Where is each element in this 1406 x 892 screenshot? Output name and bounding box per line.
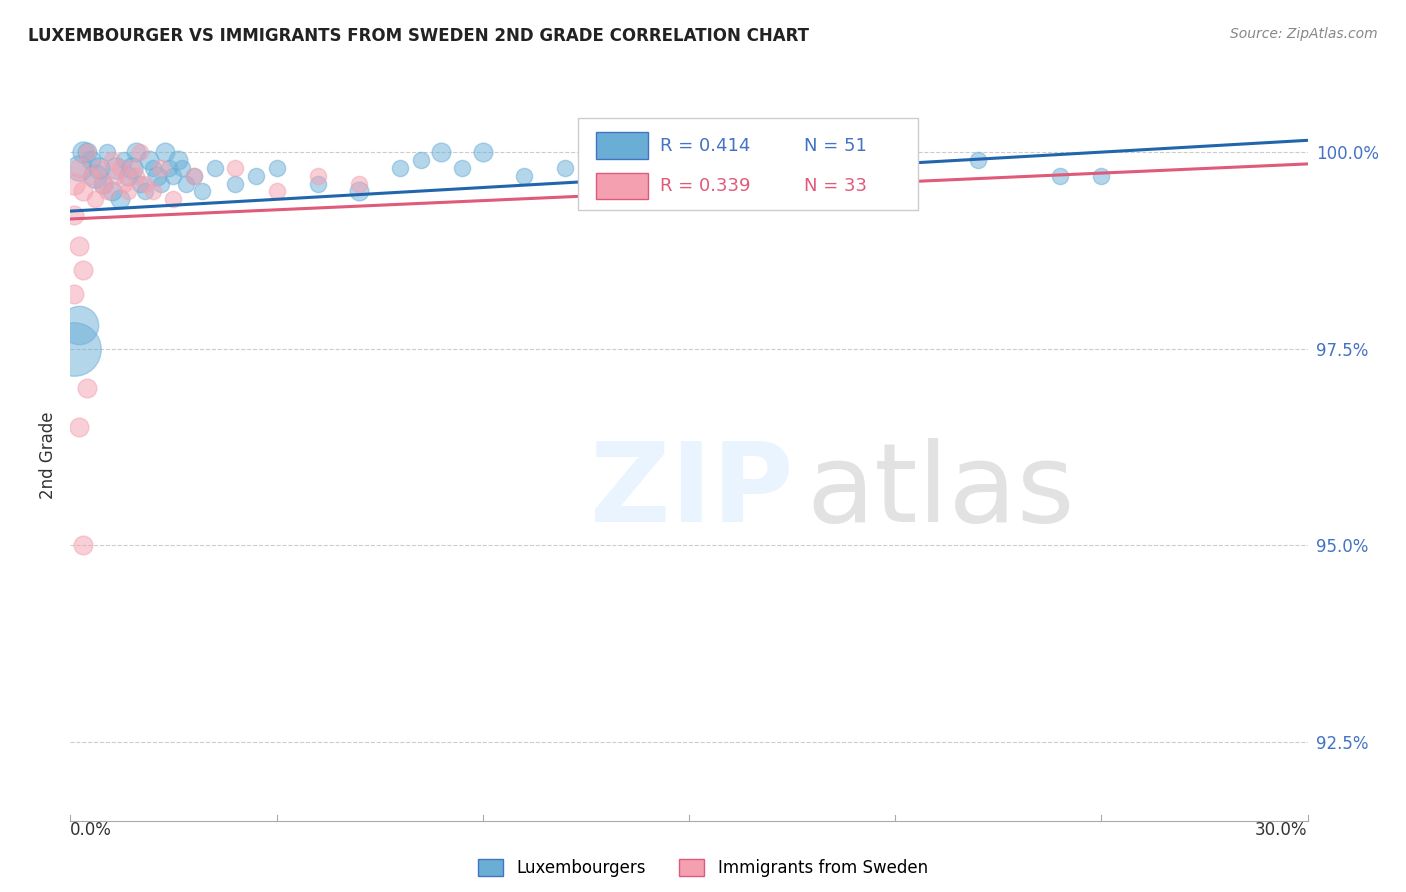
Text: N = 51: N = 51 <box>804 136 868 154</box>
Text: Source: ZipAtlas.com: Source: ZipAtlas.com <box>1230 27 1378 41</box>
Point <box>266 185 288 199</box>
Text: R = 0.414: R = 0.414 <box>661 136 751 154</box>
Point <box>224 177 246 191</box>
Point <box>63 208 86 222</box>
Point <box>142 161 165 175</box>
Point <box>150 161 173 175</box>
Point <box>183 169 205 183</box>
Point <box>1090 169 1112 183</box>
Point <box>157 161 180 175</box>
Point <box>80 153 103 167</box>
Point <box>471 145 494 160</box>
Point <box>134 185 156 199</box>
Point <box>347 177 370 191</box>
Point <box>63 286 86 301</box>
Point <box>595 185 617 199</box>
Point <box>72 263 94 277</box>
Point <box>63 342 86 356</box>
Point <box>170 161 193 175</box>
Point <box>966 153 988 167</box>
Point <box>554 161 576 175</box>
Y-axis label: 2nd Grade: 2nd Grade <box>39 411 58 499</box>
Point <box>347 185 370 199</box>
Point <box>100 185 122 199</box>
Point <box>91 177 114 191</box>
Point <box>72 538 94 552</box>
Point <box>409 153 432 167</box>
Point <box>76 145 98 160</box>
Point <box>104 169 127 183</box>
Point <box>884 161 907 175</box>
Point <box>91 177 114 191</box>
Text: 30.0%: 30.0% <box>1256 821 1308 838</box>
Point <box>89 161 111 175</box>
Point <box>121 161 143 175</box>
Point <box>183 169 205 183</box>
Point <box>166 153 188 167</box>
Point <box>108 192 131 206</box>
Point <box>112 177 135 191</box>
Point <box>389 161 412 175</box>
Point <box>80 169 103 183</box>
Point <box>121 161 143 175</box>
Point <box>96 185 118 199</box>
Point <box>72 185 94 199</box>
Point <box>117 169 139 183</box>
Point <box>125 169 148 183</box>
Point <box>125 145 148 160</box>
Point <box>67 318 90 333</box>
Point <box>146 169 169 183</box>
Point <box>204 161 226 175</box>
Point <box>266 161 288 175</box>
Point <box>89 161 111 175</box>
Point <box>1049 169 1071 183</box>
Point <box>108 161 131 175</box>
Point <box>72 145 94 160</box>
Text: atlas: atlas <box>807 438 1076 545</box>
Point <box>76 381 98 395</box>
Point <box>112 153 135 167</box>
Point <box>162 169 184 183</box>
Point <box>76 145 98 160</box>
Point <box>67 239 90 253</box>
FancyBboxPatch shape <box>578 119 918 210</box>
Point <box>100 153 122 167</box>
Point <box>153 145 176 160</box>
Point <box>174 177 197 191</box>
Point <box>84 192 107 206</box>
Point <box>84 169 107 183</box>
Text: R = 0.339: R = 0.339 <box>661 177 751 194</box>
FancyBboxPatch shape <box>596 172 648 199</box>
Point <box>191 185 214 199</box>
Text: LUXEMBOURGER VS IMMIGRANTS FROM SWEDEN 2ND GRADE CORRELATION CHART: LUXEMBOURGER VS IMMIGRANTS FROM SWEDEN 2… <box>28 27 808 45</box>
Point <box>67 161 90 175</box>
Point <box>150 177 173 191</box>
Point <box>117 185 139 199</box>
Point <box>224 161 246 175</box>
Point <box>451 161 474 175</box>
Point <box>129 145 152 160</box>
Text: 0.0%: 0.0% <box>70 821 112 838</box>
Point <box>129 177 152 191</box>
Point <box>67 161 90 175</box>
Point <box>245 169 267 183</box>
Point <box>307 169 329 183</box>
Point <box>138 153 160 167</box>
FancyBboxPatch shape <box>596 132 648 159</box>
Point <box>513 169 536 183</box>
Point <box>96 145 118 160</box>
Point <box>801 177 824 191</box>
Point <box>67 420 90 434</box>
Point <box>678 161 700 175</box>
Legend: Luxembourgers, Immigrants from Sweden: Luxembourgers, Immigrants from Sweden <box>471 852 935 884</box>
Point <box>63 177 86 191</box>
Point <box>104 161 127 175</box>
Point <box>142 185 165 199</box>
Text: ZIP: ZIP <box>591 438 793 545</box>
Point <box>162 192 184 206</box>
Point <box>307 177 329 191</box>
Point <box>430 145 453 160</box>
Point <box>134 177 156 191</box>
Text: N = 33: N = 33 <box>804 177 868 194</box>
